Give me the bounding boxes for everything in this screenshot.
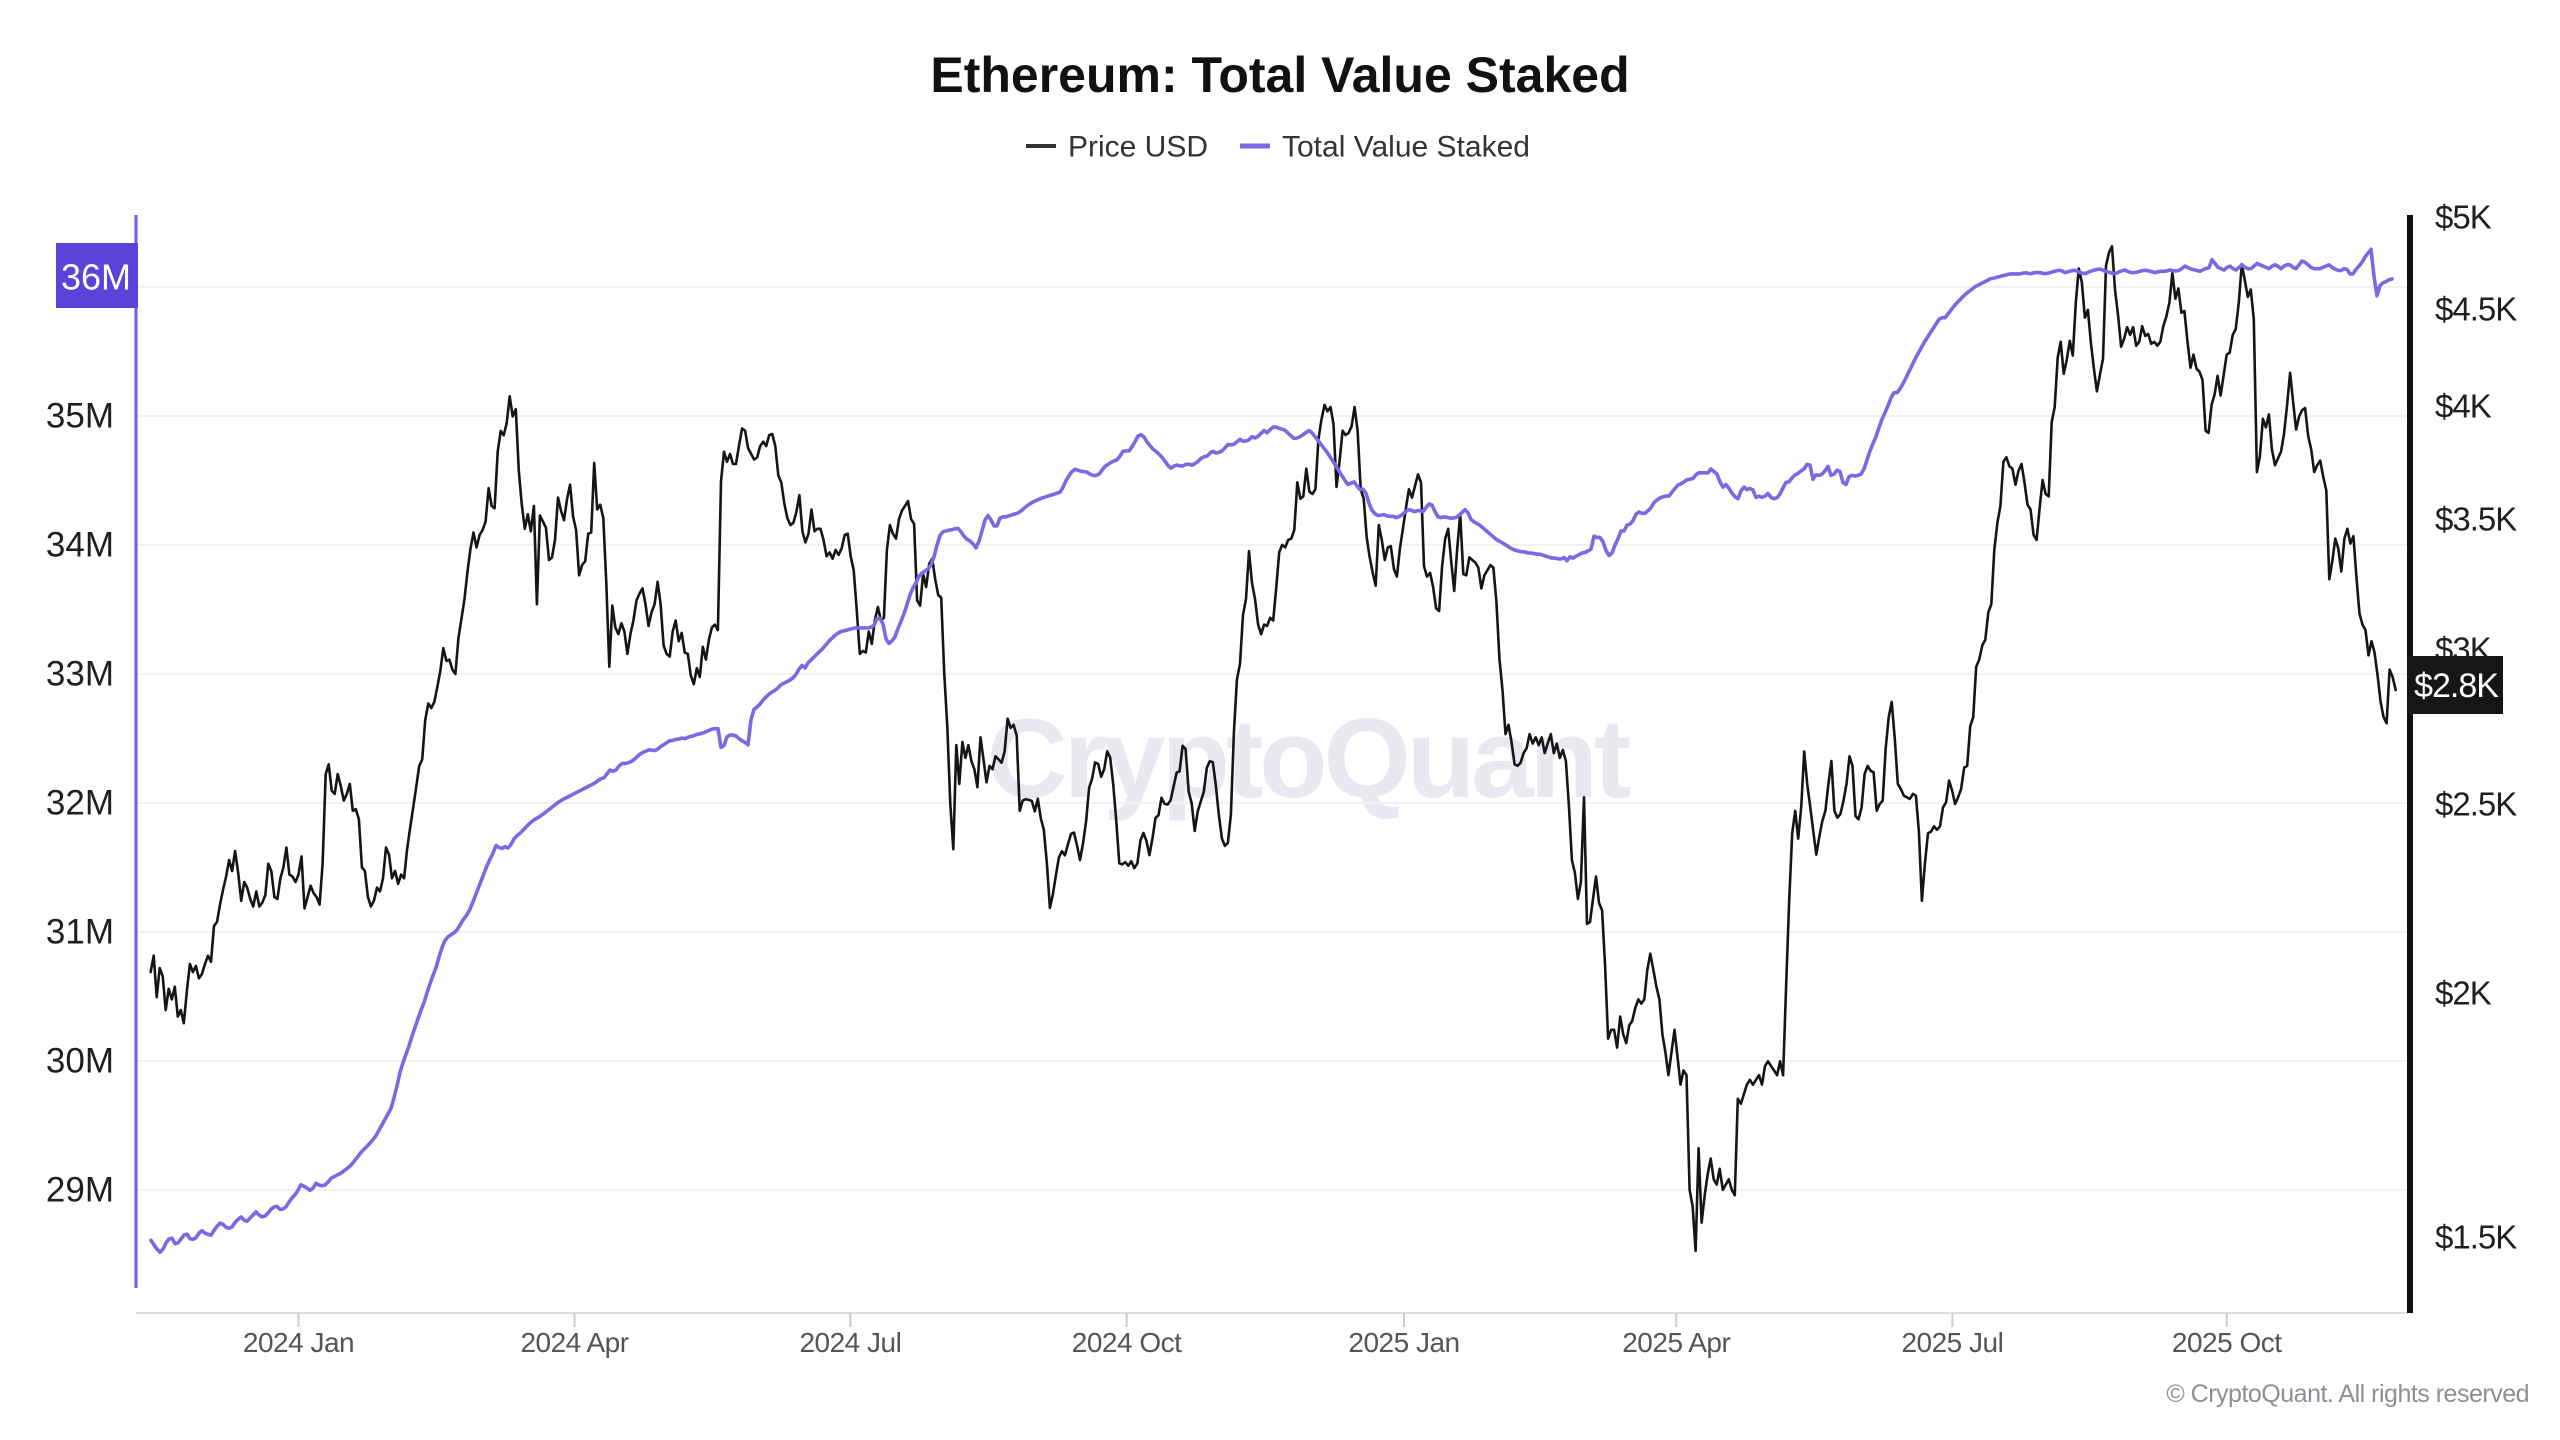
svg-text:36M: 36M (61, 257, 131, 298)
svg-text:$4K: $4K (2435, 388, 2492, 425)
svg-text:$2.5K: $2.5K (2435, 786, 2517, 823)
svg-text:2025 Apr: 2025 Apr (1622, 1327, 1730, 1358)
svg-text:2024 Jan: 2024 Jan (243, 1327, 354, 1358)
svg-text:$5K: $5K (2435, 199, 2492, 236)
svg-text:2025 Oct: 2025 Oct (2172, 1327, 2282, 1358)
svg-text:Total Value Staked: Total Value Staked (1282, 131, 1530, 164)
svg-text:$2K: $2K (2435, 975, 2492, 1012)
svg-text:Price USD: Price USD (1068, 131, 1208, 164)
svg-text:2025 Jan: 2025 Jan (1348, 1327, 1459, 1358)
svg-text:CryptoQuant: CryptoQuant (987, 696, 1630, 821)
svg-text:$2.8K: $2.8K (2414, 667, 2499, 705)
svg-text:35M: 35M (46, 397, 114, 436)
svg-text:33M: 33M (46, 655, 114, 694)
svg-text:2024 Jul: 2024 Jul (799, 1327, 901, 1358)
svg-text:29M: 29M (46, 1171, 114, 1210)
svg-text:2024 Apr: 2024 Apr (520, 1327, 628, 1358)
svg-text:30M: 30M (46, 1042, 114, 1081)
svg-text:31M: 31M (46, 913, 114, 952)
svg-text:$4.5K: $4.5K (2435, 291, 2517, 328)
svg-text:$1.5K: $1.5K (2435, 1219, 2517, 1256)
svg-text:34M: 34M (46, 526, 114, 565)
svg-text:2025 Jul: 2025 Jul (1901, 1327, 2003, 1358)
svg-text:Ethereum: Total Value Staked: Ethereum: Total Value Staked (930, 47, 1629, 103)
svg-text:$3.5K: $3.5K (2435, 501, 2517, 538)
svg-text:2024 Oct: 2024 Oct (1072, 1327, 1182, 1358)
svg-text:© CryptoQuant. All rights rese: © CryptoQuant. All rights reserved (2166, 1380, 2529, 1408)
svg-text:32M: 32M (46, 784, 114, 823)
